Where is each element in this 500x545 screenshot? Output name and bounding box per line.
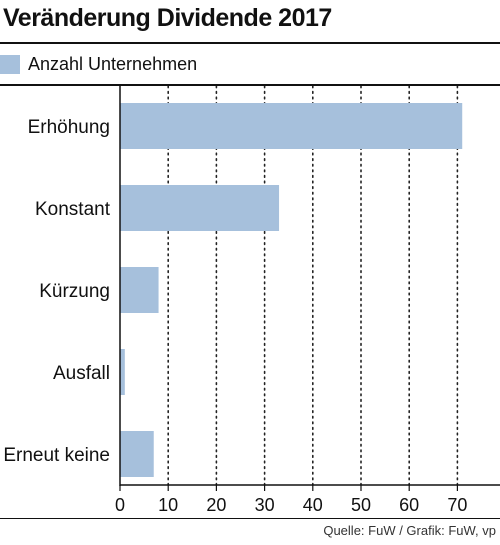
legend-swatch	[0, 54, 20, 74]
x-tick-label: 50	[351, 495, 371, 515]
source-note: Quelle: FuW / Grafik: FuW, vp	[323, 523, 496, 538]
category-label: Erneut keine	[3, 445, 110, 466]
bar	[120, 349, 125, 395]
category-labels: Erhöhung Konstant Kürzung Ausfall Erneut kei…	[3, 117, 110, 466]
category-label: Ausfall	[53, 363, 110, 384]
footer-rule	[0, 518, 500, 519]
bar	[120, 267, 159, 313]
category-label: Erhöhung	[28, 117, 110, 138]
bar	[120, 185, 280, 231]
category-label: Kürzung	[39, 281, 110, 302]
x-tick-label: 0	[115, 495, 125, 515]
x-axis: 0 10 20 30 40 50 60 70	[115, 86, 500, 515]
x-tick-label: 10	[158, 495, 178, 515]
x-tick-label: 60	[399, 495, 419, 515]
x-tick-label: 40	[303, 495, 323, 515]
chart-title: Veränderung Dividende 2017	[3, 4, 332, 32]
x-tick-label: 20	[206, 495, 226, 515]
legend-label: Anzahl Unternehmen	[28, 53, 198, 74]
legend-rule	[0, 84, 500, 86]
legend: Anzahl Unternehmen	[0, 52, 197, 76]
bar	[120, 103, 463, 149]
bars	[120, 103, 463, 477]
gridlines	[167, 86, 459, 486]
category-label: Konstant	[35, 199, 111, 220]
x-tick-label: 70	[447, 495, 467, 515]
x-tick-label: 30	[255, 495, 275, 515]
bar	[120, 431, 154, 477]
title-rule	[0, 42, 500, 44]
bar-chart: Erhöhung Konstant Kürzung Ausfall Erneut kei…	[3, 86, 500, 515]
